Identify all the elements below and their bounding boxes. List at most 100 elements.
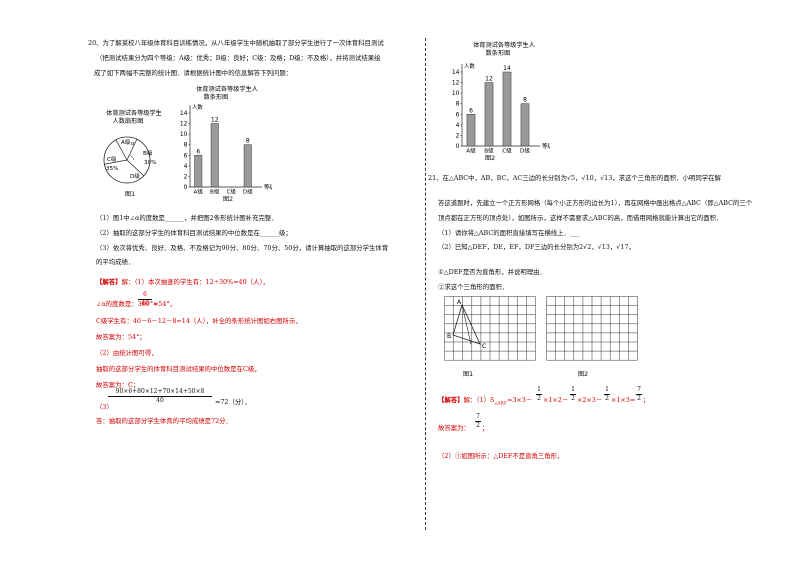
pie-label-c-pct: 35% [106,166,118,172]
q20-part2: （2）抽取的这部分学生的体育科目测试结果的中位数是在______级； [96,229,292,237]
triangle-abc-height [461,304,472,345]
left-column: 20、为了解某校八年级体育科目训练情况，从八年级学生中随机抽取了部分学生进行了一… [88,39,389,425]
right-column: 体育测试各等级学生人 数条形图 人数 0 2 4 6 8 10 12 14 6 A级 12 B级 14 C级… [424,0,800,566]
q20-solution-1b-num: 6 [143,291,147,298]
pie-slice-edge-0 [115,139,128,161]
q21-fraction-result-num: 7 [637,386,641,393]
bar-chart-right-title-2: 数条形图 [486,49,511,57]
q20-solution-2b: 抽取的这部分学生的体育科目测试结果的中位数是在C级， [96,365,261,373]
bar-chart-right-fig-label: 图2 [485,155,495,162]
y-tick-label: 6 [456,111,460,118]
vertex-b-label: B [447,333,451,340]
bar-value-label: 8 [523,97,527,104]
bar-2 [502,71,512,147]
q20-part3-line1: （3）依次将优秀、良好、及格、不及格记为90分、80分、70分、50分，请计算抽… [96,244,389,252]
q20-part3-line2: 的平均成绩． [96,258,135,266]
q21-fraction-result-den: 2 [637,395,641,402]
y-tick-label: 14 [452,69,460,76]
bar-3 [520,103,530,147]
grid-figure-1: A B C 图1 [444,296,536,378]
bar-value-label: 8 [246,138,250,145]
y-tick-label: 14 [180,110,188,117]
y-tick-label: 12 [180,121,188,128]
y-tick-label: 2 [456,132,460,139]
q21-solution-1-pre: 解：（1）S [463,396,495,404]
q20-line1: 20、为了解某校八年级体育科目训练情况，从八年级学生中随机抽取了部分学生进行了一… [88,39,384,47]
q20-solution-2a: （2）由统计图可得， [96,349,158,357]
q20-line2: （把测试结果分为四个等级：A级：优秀；B级：良好；C级：及格；D级：不及格），并… [96,54,381,62]
q21-solution-1-sub: △ABC [494,400,507,406]
pie-label-b-pct: 30% [144,160,156,166]
q20-part1: （1）图1中∠α的度数是______，并把图2条形统计图补充完整． [96,214,278,222]
bar-1 [210,123,219,188]
y-tick-label: 0 [456,143,460,150]
grid-1-label: 图1 [463,371,473,378]
category-label: A级 [466,147,476,155]
q21-fraction-1-num: 1 [537,386,541,393]
q20-line3: 成了如下两幅不完整的统计图．请根据统计图中的信息解答下列问题： [94,69,293,77]
bar-chart-right-marks: 人数 0 2 4 6 8 10 12 14 6 A级 12 B级 14 C级 8 D级 等级 [452,62,550,155]
bar-chart-left-fig-label: 图2 [223,196,233,203]
bar-value-label: 6 [196,148,200,155]
q21-fraction-2-den: 2 [571,395,575,402]
grid-2-lines [546,296,638,361]
q20-solution-1d: 故答案为：54°； [96,333,146,341]
category-label: A级 [194,188,204,196]
q20-solution-3-num: 90×6+80×12+70×14+50×8 [115,388,205,395]
pie-label-c: C级 [107,155,117,163]
pie-alpha-arc [129,154,135,161]
vertex-a-label: A [457,299,462,306]
y-tick-label: 2 [184,173,188,180]
bar-chart-right-title-1: 体育测试各等级学生人 [473,41,535,49]
q21-line2: 答这道题时，先建立一个正方形网格（每个小正方形的边长为1），再在网格中画出格点△… [438,199,753,207]
bar-chart-right: 体育测试各等级学生人 数条形图 人数 0 2 4 6 8 10 12 14 6 A级 12 B级 14 C级… [452,41,550,162]
bar-chart-left: 体育测试各等级学生人 数条形图 人数 0 2 4 6 8 10 12 14 6 A级 12 B级 C级 8 D… [180,85,272,203]
bar-value-label: 12 [485,76,493,83]
y-tick-label: 4 [184,163,188,170]
y-axis-label: 人数 [464,62,475,70]
bar-chart-left-title-1: 体育测试各等级学生人 [196,85,258,93]
q21-part2b: ②求这个三角形的面积． [438,283,509,291]
y-axis-label: 人数 [192,103,203,111]
bar-value-label: 12 [211,117,219,124]
q21-part1: （1）请你将△ABC的面积直接填写在横线上．___ [438,229,580,237]
y-tick-label: 10 [180,131,188,138]
q20-solution-3-post: =72（分）， [215,398,251,406]
pie-label-d: D级 [130,172,140,180]
vertex-c-label: C [482,343,486,350]
pie-label-alpha: α [131,141,135,147]
q21-line3: 顶点都在正方形的顶点处），如图所示，这样不需要求△ABC的高，而借用网格就能计算… [438,214,723,222]
pie-title-2: 人数扇形图 [113,117,144,125]
pie-slice-edge-1 [126,139,138,161]
q21-part2a: ①△DEF是否为直角形，并说明理由． [438,268,546,276]
pie-fig-label: 图1 [125,191,135,198]
x-axis-label: 等级 [542,142,550,150]
pie-slice-edge-3 [104,159,128,165]
bar-3 [243,144,252,188]
pie-slice-edge-2 [126,159,144,177]
grid-figure-2: 图2 [546,296,638,378]
q21-solution-2: （2）①如图所示：△DEF不是直角三角形， [438,452,564,460]
bar-chart-left-title-2: 数条形图 [204,93,229,101]
q20-solution-1c: C级学生有：40－6－12－8=14（人），补全的条形统计图如右图所示， [96,317,302,325]
q21-line1: 21、在△ABC中，AB，BC，AC三边的长分别为√5，√10，√13，求这个三… [428,174,721,182]
q21-fraction-3-den: 2 [605,395,609,402]
y-tick-label: 12 [452,80,460,87]
q21-solution-1-mid: =3×3－ [506,396,533,404]
q21-solution-end: ； [643,396,650,404]
bar-value-label: 14 [503,65,511,72]
pie-slices [103,136,151,184]
y-tick-label: 10 [452,90,460,97]
y-tick-label: 6 [184,152,188,159]
q20-solution-1b-pre: ∠α的度数是：360°× [96,300,159,308]
q20-solution-1b-post: =54°， [153,300,177,308]
q21-answer-end: ； [482,424,489,432]
triangle-abc [452,303,481,345]
pie-chart: 体育测试各等级学生 人数扇形图 α A级 B级 30% C级 35% D级 图1 [103,109,162,198]
q21-solution-term1: ×1×2－ [543,396,569,404]
q21-fraction-2-num: 1 [571,386,575,393]
